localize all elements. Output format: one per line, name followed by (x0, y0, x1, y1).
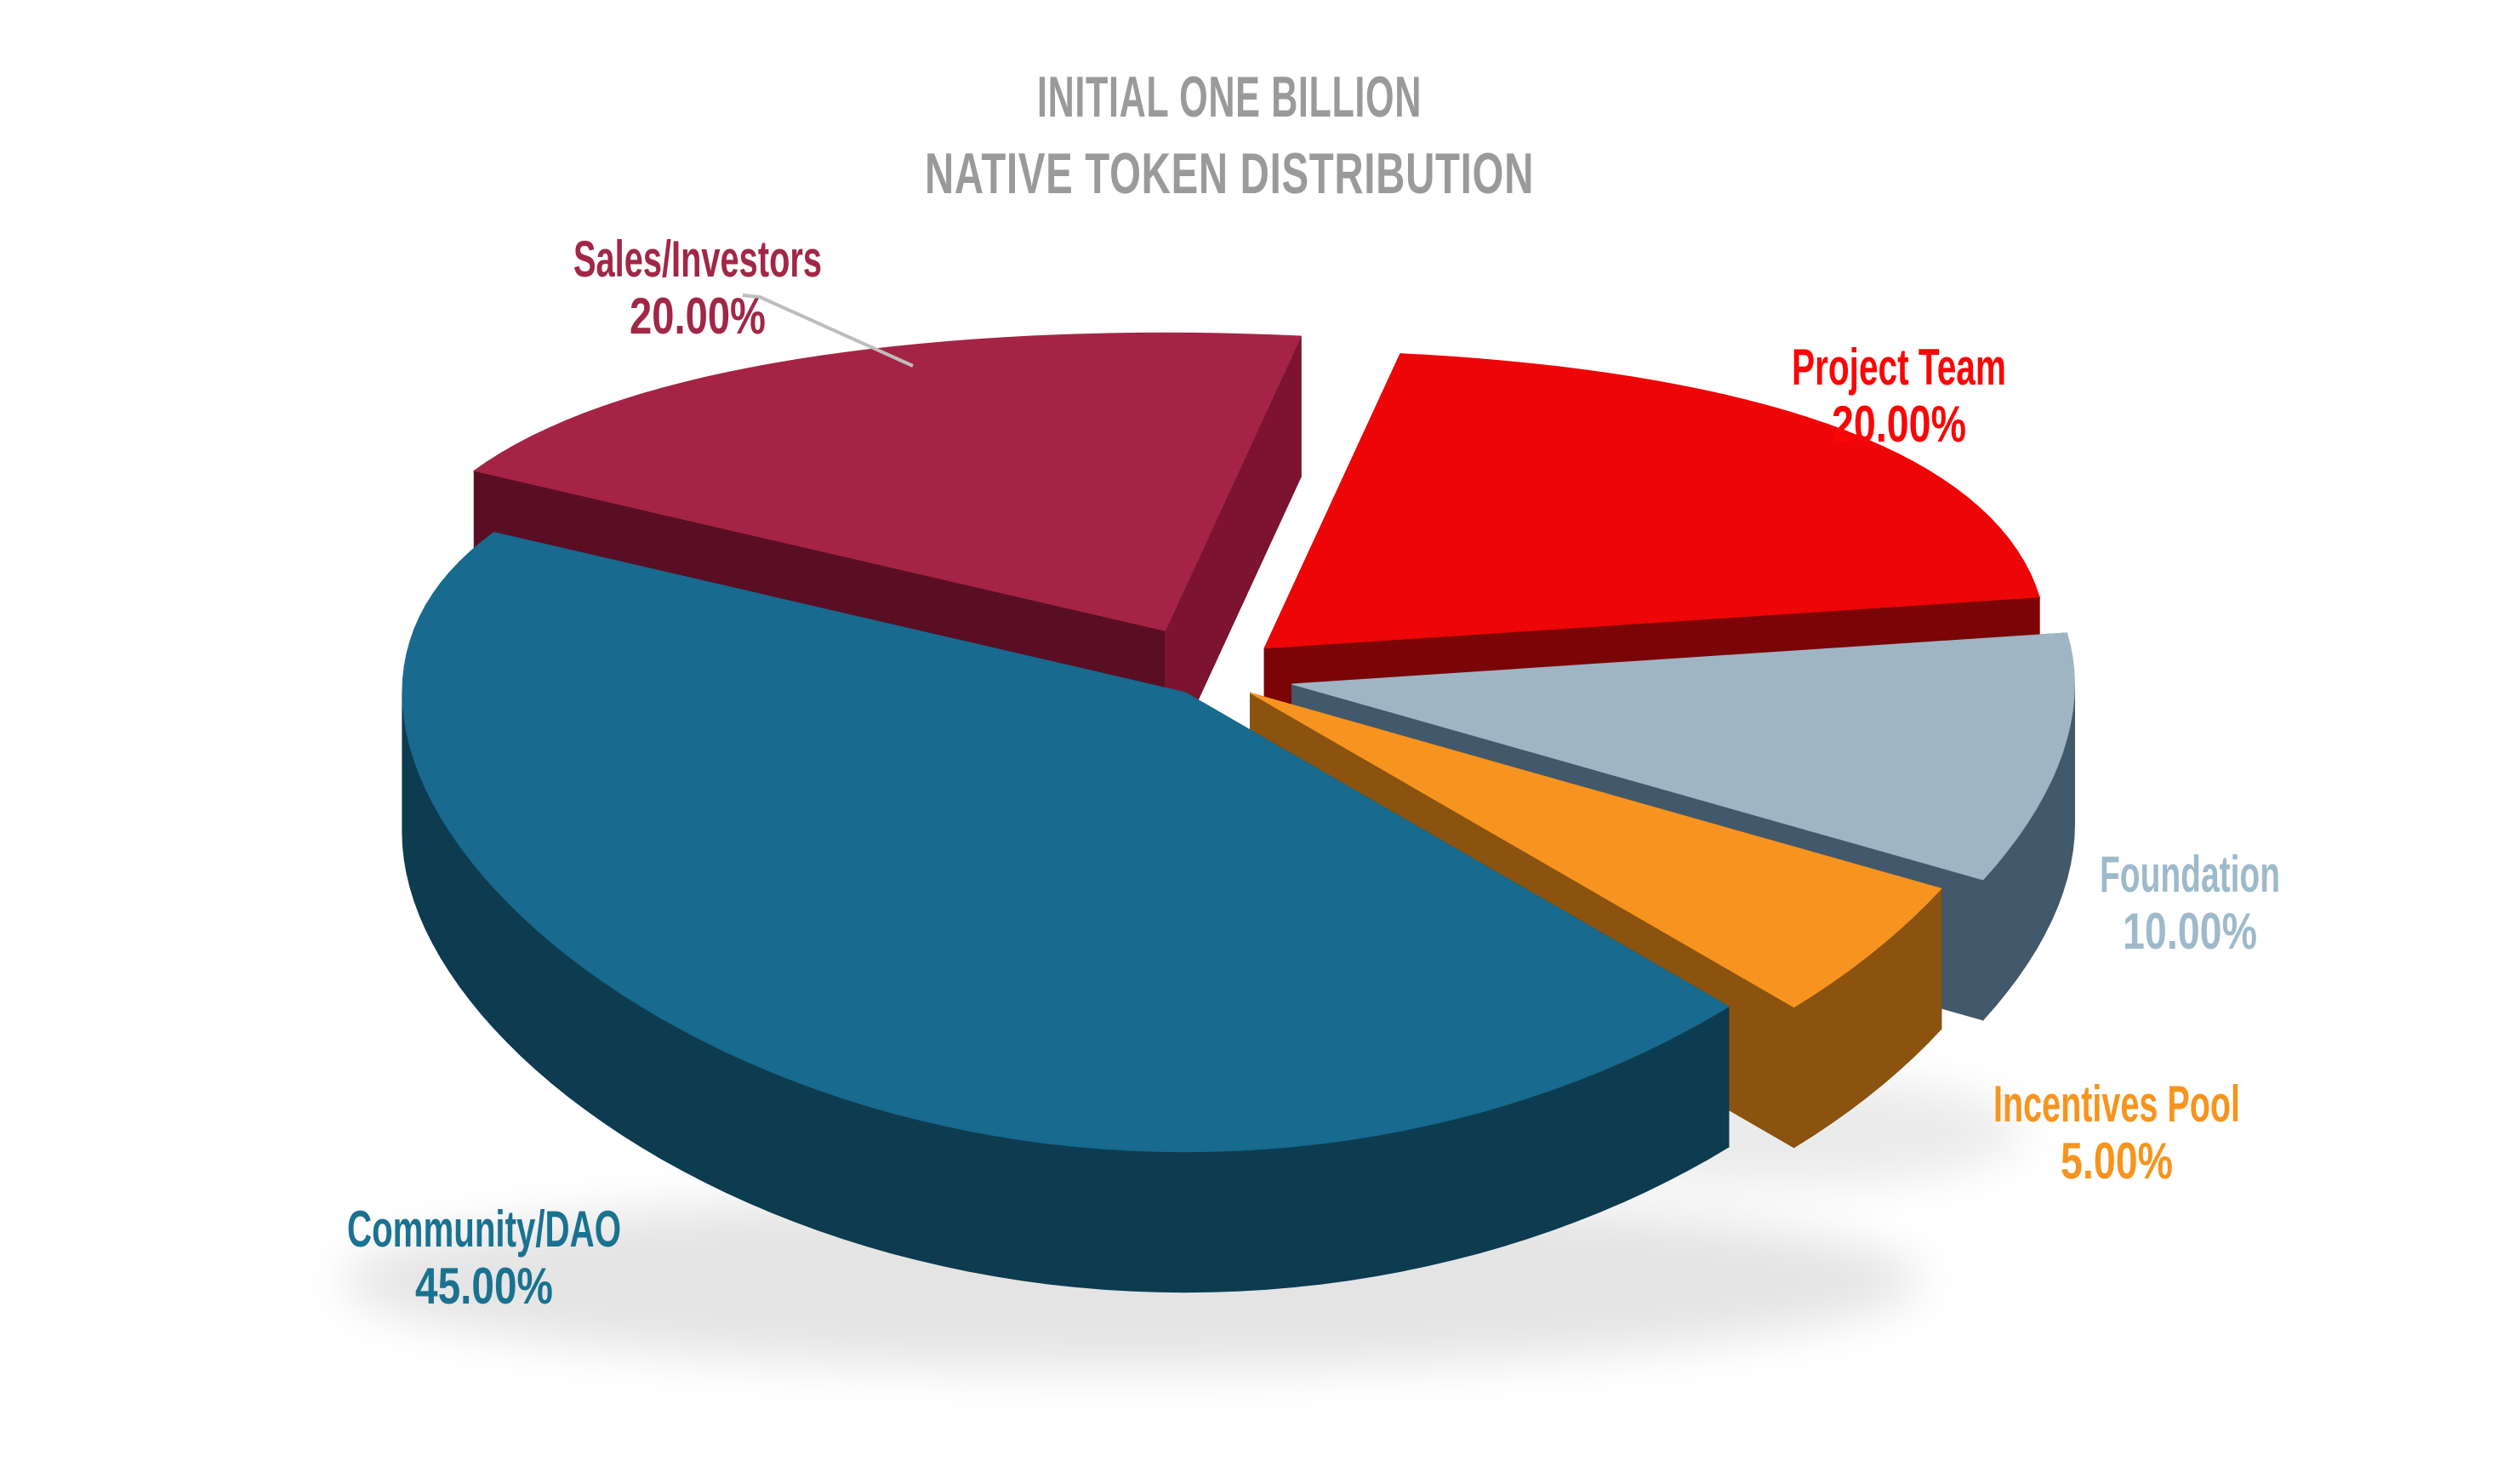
slice-name-text: Project Team (1792, 339, 2006, 396)
slice-community-dao (402, 532, 1730, 1293)
slice-name-text: Sales/Investors (573, 231, 822, 288)
slice-name-text: Foundation (2100, 846, 2280, 903)
chart-title-line1: INITIAL ONE BILLION (1037, 65, 1422, 129)
slice-top (402, 532, 1730, 1153)
slice-name-text: Incentives Pool (1993, 1075, 2240, 1133)
chart-title-line2: NATIVE TOKEN DISTRIBUTION (925, 141, 1534, 206)
leader-lines (742, 294, 914, 368)
slice-percent-text: 20.00% (630, 288, 766, 345)
slice-top (1263, 353, 2040, 649)
leader-line-sales-investors (742, 294, 914, 368)
slice-labels: Project Team20.00%Foundation10.00%Incent… (347, 231, 2280, 1315)
pie-3d (402, 332, 2076, 1293)
slice-percent-text: 20.00% (1832, 396, 1966, 453)
slice-top (473, 332, 1303, 631)
slice-percent-text: 10.00% (2123, 903, 2257, 960)
slice-percent-text: 5.00% (2061, 1133, 2173, 1190)
slice-top (1291, 632, 2076, 881)
slice-percent-text: 45.00% (415, 1258, 553, 1315)
slice-name-text: Community/DAO (347, 1201, 621, 1258)
slice-top (1250, 692, 1942, 1008)
